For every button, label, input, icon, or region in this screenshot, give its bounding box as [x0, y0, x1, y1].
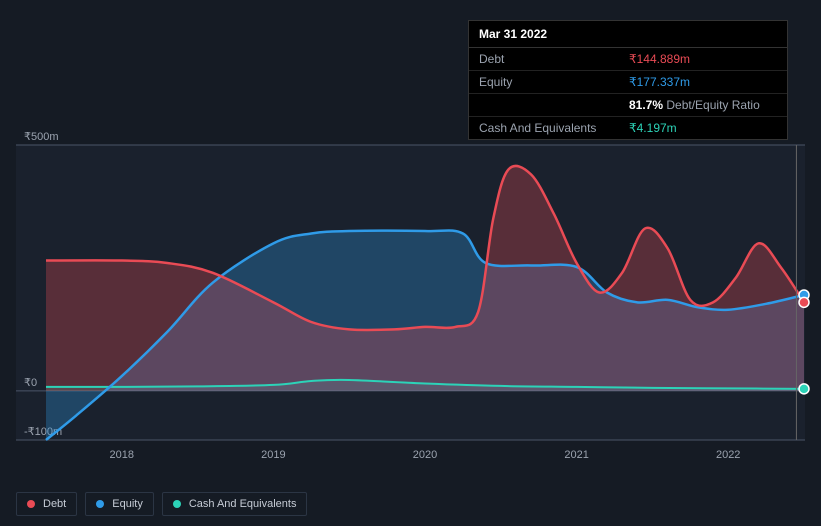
- legend-label: Cash And Equivalents: [189, 498, 297, 510]
- tooltip-value: ₹177.337m: [629, 75, 690, 89]
- tooltip-label: Equity: [479, 75, 629, 89]
- tooltip-row: Equity₹177.337m: [469, 71, 787, 94]
- y-axis-label: ₹0: [24, 377, 37, 389]
- tooltip-value: ₹144.889m: [629, 52, 690, 66]
- legend-dot: [96, 500, 104, 508]
- legend-item[interactable]: Cash And Equivalents: [162, 492, 308, 516]
- tooltip-label: Debt: [479, 52, 629, 66]
- y-axis-label: ₹500m: [24, 131, 59, 143]
- tooltip-label: [479, 98, 629, 112]
- legend-label: Equity: [112, 498, 143, 510]
- legend-item[interactable]: Equity: [85, 492, 154, 516]
- legend-item[interactable]: Debt: [16, 492, 77, 516]
- tooltip-value: 81.7% Debt/Equity Ratio: [629, 98, 760, 112]
- x-axis-label: 2020: [413, 449, 437, 461]
- legend-dot: [173, 500, 181, 508]
- x-axis-label: 2019: [261, 449, 285, 461]
- legend-dot: [27, 500, 35, 508]
- legend: Debt Equity Cash And Equivalents: [16, 492, 307, 516]
- chart-container: ₹500m₹0-₹100m20182019202020212022: [16, 120, 805, 470]
- chart-svg[interactable]: ₹500m₹0-₹100m20182019202020212022: [16, 120, 805, 480]
- tooltip-date: Mar 31 2022: [469, 21, 787, 48]
- x-axis-label: 2018: [110, 449, 134, 461]
- legend-label: Debt: [43, 498, 66, 510]
- tooltip-row: Debt₹144.889m: [469, 48, 787, 71]
- series-end-marker: [799, 297, 809, 307]
- series-end-marker: [799, 384, 809, 394]
- x-axis-label: 2022: [716, 449, 740, 461]
- x-axis-label: 2021: [564, 449, 588, 461]
- tooltip-row: 81.7% Debt/Equity Ratio: [469, 94, 787, 117]
